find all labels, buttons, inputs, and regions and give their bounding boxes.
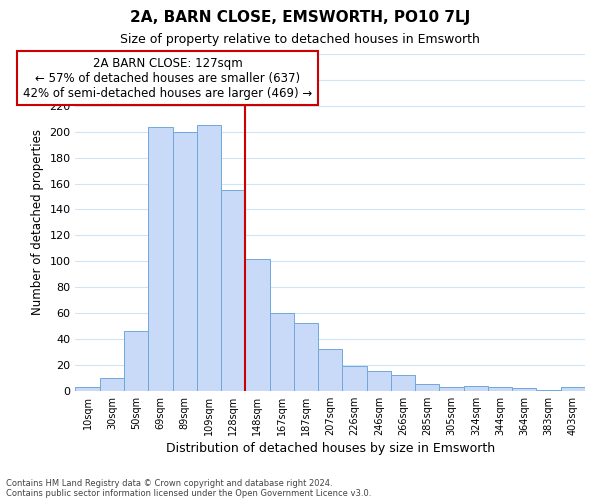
Bar bbox=[343, 366, 367, 391]
Bar bbox=[197, 126, 221, 391]
Text: Contains public sector information licensed under the Open Government Licence v3: Contains public sector information licen… bbox=[6, 488, 371, 498]
Bar bbox=[318, 350, 343, 391]
Bar bbox=[100, 378, 124, 391]
Bar bbox=[464, 386, 488, 391]
Bar bbox=[488, 387, 512, 391]
Bar bbox=[221, 190, 245, 391]
Bar bbox=[561, 387, 585, 391]
Bar bbox=[76, 387, 100, 391]
Bar bbox=[245, 258, 269, 391]
Text: 2A, BARN CLOSE, EMSWORTH, PO10 7LJ: 2A, BARN CLOSE, EMSWORTH, PO10 7LJ bbox=[130, 10, 470, 25]
Bar bbox=[391, 376, 415, 391]
Text: Size of property relative to detached houses in Emsworth: Size of property relative to detached ho… bbox=[120, 32, 480, 46]
X-axis label: Distribution of detached houses by size in Emsworth: Distribution of detached houses by size … bbox=[166, 442, 495, 455]
Bar bbox=[415, 384, 439, 391]
Bar bbox=[439, 387, 464, 391]
Bar bbox=[269, 313, 294, 391]
Bar bbox=[148, 126, 173, 391]
Bar bbox=[367, 372, 391, 391]
Y-axis label: Number of detached properties: Number of detached properties bbox=[31, 130, 44, 316]
Bar bbox=[512, 388, 536, 391]
Bar bbox=[124, 331, 148, 391]
Text: 2A BARN CLOSE: 127sqm
← 57% of detached houses are smaller (637)
42% of semi-det: 2A BARN CLOSE: 127sqm ← 57% of detached … bbox=[23, 56, 313, 100]
Text: Contains HM Land Registry data © Crown copyright and database right 2024.: Contains HM Land Registry data © Crown c… bbox=[6, 478, 332, 488]
Bar bbox=[173, 132, 197, 391]
Bar bbox=[294, 324, 318, 391]
Bar bbox=[536, 390, 561, 391]
